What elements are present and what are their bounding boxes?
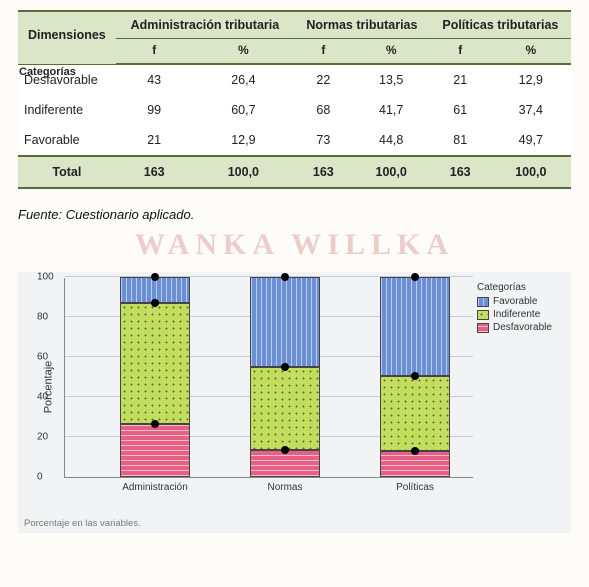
x-tick-label: Administración — [105, 482, 205, 493]
cell: 99 — [116, 95, 193, 125]
legend-swatch-desfavorable — [477, 323, 489, 333]
cell: 21 — [430, 64, 491, 95]
bar-group: Administración — [120, 277, 190, 477]
legend-label: Desfavorable — [493, 322, 552, 333]
data-marker — [411, 372, 419, 380]
group-header-admin: Administración tributaria — [116, 11, 294, 39]
subheader: f — [116, 39, 193, 65]
table-row: Desfavorable 43 26,4 22 13,5 21 12,9 — [18, 64, 571, 95]
table-row: Favorable 21 12,9 73 44,8 81 49,7 — [18, 125, 571, 156]
data-marker — [151, 420, 159, 428]
cell: 68 — [294, 95, 353, 125]
table-row-total: Total 163 100,0 163 100,0 163 100,0 — [18, 156, 571, 188]
legend-swatch-favorable — [477, 297, 489, 307]
cell: 100,0 — [193, 156, 294, 188]
cell: 12,9 — [193, 125, 294, 156]
y-tick-label: 80 — [37, 312, 48, 323]
legend-label: Indiferente — [493, 309, 540, 320]
data-marker — [281, 273, 289, 281]
cell: 81 — [430, 125, 491, 156]
bar-segment-desfavorable — [250, 450, 320, 477]
total-label: Total — [18, 156, 116, 188]
bar-segment-favorable — [250, 277, 320, 367]
subheader: % — [193, 39, 294, 65]
y-tick-label: 60 — [37, 352, 48, 363]
subheader: f — [430, 39, 491, 65]
y-tick-label: 20 — [37, 432, 48, 443]
cell: 44,8 — [353, 125, 430, 156]
cell: 163 — [294, 156, 353, 188]
chart-footnote: Porcentaje en las variables. — [24, 518, 565, 529]
bar-segment-indiferente — [120, 303, 190, 424]
bar-segment-indiferente — [250, 367, 320, 450]
data-table: Dimensiones Categorías Administración tr… — [18, 10, 571, 189]
subheader: % — [353, 39, 430, 65]
chart-legend: Categorías Favorable Indiferente Desfavo… — [473, 278, 565, 496]
x-tick-label: Políticas — [365, 482, 465, 493]
x-tick-label: Normas — [235, 482, 335, 493]
legend-item: Indiferente — [477, 309, 561, 320]
bar-segment-favorable — [380, 277, 450, 376]
legend-swatch-indiferente — [477, 310, 489, 320]
cell: 12,9 — [491, 64, 571, 95]
cell: 13,5 — [353, 64, 430, 95]
cell: 100,0 — [353, 156, 430, 188]
legend-item: Favorable — [477, 296, 561, 307]
data-marker — [411, 273, 419, 281]
cell: 73 — [294, 125, 353, 156]
subheader: % — [491, 39, 571, 65]
data-marker — [151, 299, 159, 307]
data-marker — [151, 273, 159, 281]
y-tick-label: 0 — [37, 472, 43, 483]
source-caption: Fuente: Cuestionario aplicado. — [18, 207, 571, 222]
bar-segment-desfavorable — [120, 424, 190, 477]
row-label: Favorable — [18, 125, 116, 156]
cell: 163 — [116, 156, 193, 188]
cell: 21 — [116, 125, 193, 156]
bar-group: Normas — [250, 277, 320, 477]
data-marker — [281, 363, 289, 371]
cell: 37,4 — [491, 95, 571, 125]
y-axis-label: Porcentaje — [42, 361, 54, 414]
plot-area: 020406080100AdministraciónNormasPolítica… — [64, 278, 473, 478]
row-label: Indiferente — [18, 95, 116, 125]
watermark-text: WANKA WILLKA — [18, 228, 571, 262]
y-tick-label: 100 — [37, 272, 54, 283]
cell: 61 — [430, 95, 491, 125]
stacked-bar-chart: Porcentaje 0 20 40 60 80 100 Administración Nor… — [18, 272, 571, 533]
table-row: Indiferente 99 60,7 68 41,7 61 37,4 — [18, 95, 571, 125]
cell: 26,4 — [193, 64, 294, 95]
header-dimensiones: Dimensiones — [22, 28, 112, 48]
cell: 100,0 — [491, 156, 571, 188]
header-categorias: Categorías — [19, 66, 76, 78]
page-root: Dimensiones Categorías Administración tr… — [0, 0, 589, 541]
bar-segment-indiferente — [380, 376, 450, 451]
cell: 60,7 — [193, 95, 294, 125]
cell: 163 — [430, 156, 491, 188]
subheader: f — [294, 39, 353, 65]
cell: 49,7 — [491, 125, 571, 156]
cell: 22 — [294, 64, 353, 95]
cell: 43 — [116, 64, 193, 95]
data-marker — [411, 447, 419, 455]
group-header-politicas: Políticas tributarias — [430, 11, 571, 39]
group-header-normas: Normas tributarias — [294, 11, 430, 39]
cell: 41,7 — [353, 95, 430, 125]
y-tick-label: 40 — [37, 392, 48, 403]
legend-label: Favorable — [493, 296, 537, 307]
table-corner-cell: Dimensiones Categorías — [18, 11, 116, 64]
legend-item: Desfavorable — [477, 322, 561, 333]
legend-title: Categorías — [477, 282, 561, 293]
data-marker — [281, 446, 289, 454]
bar-group: Políticas — [380, 277, 450, 477]
